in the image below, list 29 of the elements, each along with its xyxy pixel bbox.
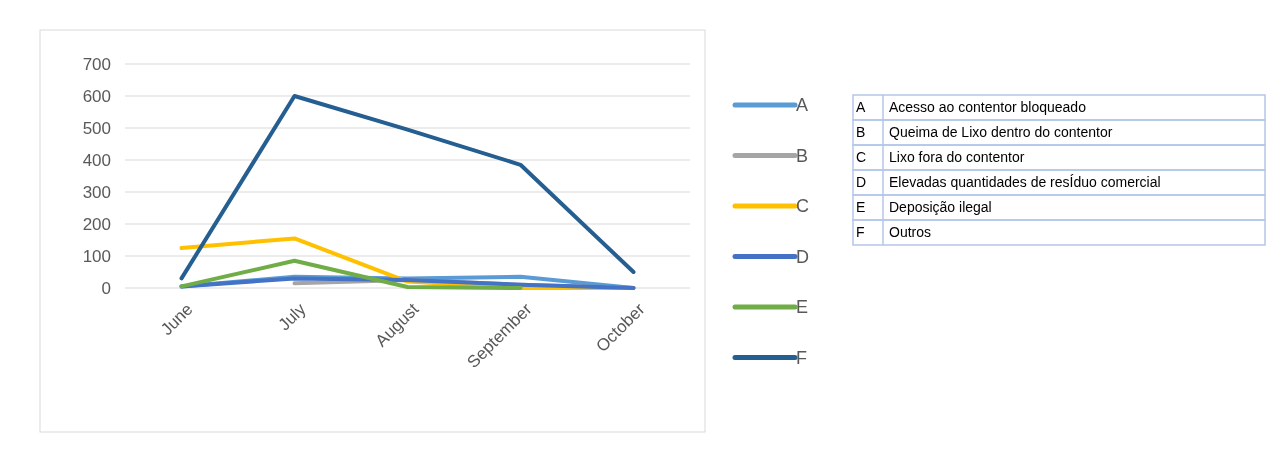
text: A [856, 99, 866, 116]
legend-label: E [796, 297, 809, 318]
text: F [856, 224, 865, 241]
y-tick-label: 700 [82, 54, 111, 74]
legend-label: F [796, 347, 807, 368]
text: Elevadas quantidades de resÍduo comercial [889, 174, 1161, 191]
legend-label: C [796, 196, 809, 217]
y-tick-label: 600 [82, 86, 111, 106]
text: C [856, 149, 867, 166]
text: Outros [889, 224, 932, 241]
line-series [179, 258, 523, 290]
text: Lixo fora do contentor [889, 149, 1025, 166]
text: E [856, 199, 866, 216]
legend-label: D [796, 246, 809, 267]
y-tick-label: 500 [82, 118, 111, 138]
text: D [856, 174, 867, 191]
y-tick-label: 0 [101, 278, 111, 298]
y-tick-label: 300 [82, 182, 111, 202]
text: Acesso ao contentor bloqueado [889, 99, 1087, 116]
y-tick-label: 100 [82, 246, 111, 266]
legend-label: A [796, 95, 809, 116]
y-tick-label: 400 [82, 150, 111, 170]
text: Deposição ilegal [889, 199, 992, 216]
y-tick-label: 200 [82, 214, 111, 234]
x-tick-label: July [274, 299, 310, 335]
text: B [856, 124, 866, 141]
line-series [179, 94, 636, 281]
text: Queima de Lixo dentro do contentor [889, 124, 1113, 141]
legend-label: B [796, 145, 809, 166]
